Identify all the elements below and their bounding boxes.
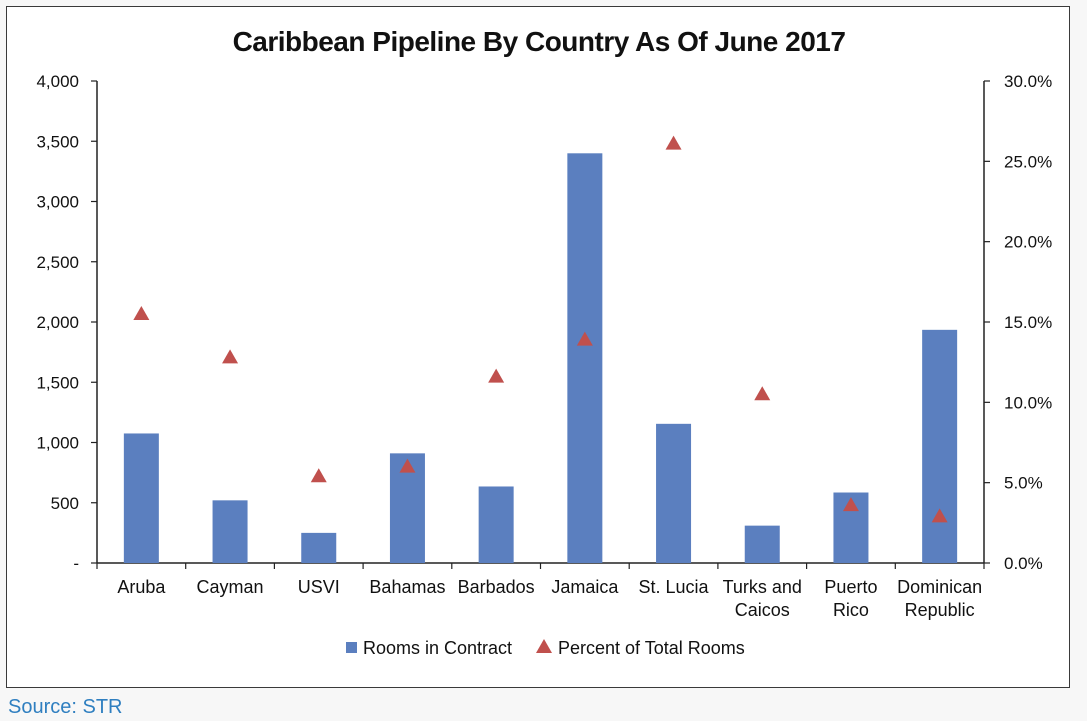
marker-percent-of-total-rooms bbox=[222, 349, 239, 364]
left-tick-label: - bbox=[73, 554, 79, 573]
right-tick-label: 15.0% bbox=[1004, 313, 1052, 332]
chart-frame: Caribbean Pipeline By Country As Of June… bbox=[6, 6, 1070, 688]
x-category-label: Turks and bbox=[723, 577, 802, 597]
right-tick-label: 10.0% bbox=[1004, 393, 1052, 412]
right-tick-label: 30.0% bbox=[1004, 72, 1052, 91]
marker-percent-of-total-rooms bbox=[133, 305, 150, 320]
x-category-label: USVI bbox=[298, 577, 340, 597]
x-category-label: Rico bbox=[833, 600, 869, 620]
x-category-label: Cayman bbox=[197, 577, 264, 597]
x-category-label: Bahamas bbox=[369, 577, 445, 597]
left-tick-label: 2,000 bbox=[36, 313, 79, 332]
marker-percent-of-total-rooms bbox=[754, 386, 771, 401]
x-category-label: Puerto bbox=[824, 577, 877, 597]
source-note: Source: STR bbox=[8, 696, 123, 718]
marker-percent-of-total-rooms bbox=[842, 497, 859, 512]
right-tick-label: 0.0% bbox=[1004, 554, 1043, 573]
legend-label-percent-of-total-rooms: Percent of Total Rooms bbox=[558, 638, 745, 658]
bar-rooms-in-contract bbox=[922, 329, 958, 563]
bar-rooms-in-contract bbox=[656, 423, 692, 563]
bar-rooms-in-contract bbox=[123, 433, 159, 563]
chart: Caribbean Pipeline By Country As Of June… bbox=[36, 26, 1052, 658]
left-tick-label: 500 bbox=[51, 494, 79, 513]
x-category-label: St. Lucia bbox=[639, 577, 710, 597]
legend-swatch-rooms-in-contract bbox=[346, 642, 357, 653]
bar-rooms-in-contract bbox=[744, 525, 780, 563]
right-tick-label: 20.0% bbox=[1004, 233, 1052, 252]
right-tick-label: 5.0% bbox=[1004, 474, 1043, 493]
x-category-label: Caicos bbox=[735, 600, 790, 620]
left-tick-label: 1,000 bbox=[36, 434, 79, 453]
bar-rooms-in-contract bbox=[212, 500, 248, 563]
marker-percent-of-total-rooms bbox=[399, 458, 416, 473]
x-category-label: Aruba bbox=[117, 577, 166, 597]
right-tick-label: 25.0% bbox=[1004, 152, 1052, 171]
x-category-label: Dominican bbox=[897, 577, 982, 597]
left-tick-label: 3,500 bbox=[36, 132, 79, 151]
bar-rooms-in-contract bbox=[567, 153, 603, 564]
left-tick-label: 3,000 bbox=[36, 193, 79, 212]
x-category-label: Jamaica bbox=[551, 577, 619, 597]
marker-percent-of-total-rooms bbox=[488, 368, 505, 383]
x-category-label: Barbados bbox=[458, 577, 535, 597]
chart-title: Caribbean Pipeline By Country As Of June… bbox=[233, 26, 846, 57]
left-tick-label: 4,000 bbox=[36, 72, 79, 91]
marker-percent-of-total-rooms bbox=[576, 331, 593, 346]
x-category-label: Republic bbox=[905, 600, 975, 620]
marker-percent-of-total-rooms bbox=[310, 468, 327, 483]
left-tick-label: 2,500 bbox=[36, 253, 79, 272]
bar-rooms-in-contract bbox=[301, 532, 337, 563]
marker-percent-of-total-rooms bbox=[931, 508, 948, 523]
left-tick-label: 1,500 bbox=[36, 373, 79, 392]
bar-rooms-in-contract bbox=[478, 486, 514, 563]
legend-label-rooms-in-contract: Rooms in Contract bbox=[363, 638, 512, 658]
legend-marker-percent-of-total-rooms bbox=[536, 639, 552, 653]
marker-percent-of-total-rooms bbox=[665, 135, 682, 150]
